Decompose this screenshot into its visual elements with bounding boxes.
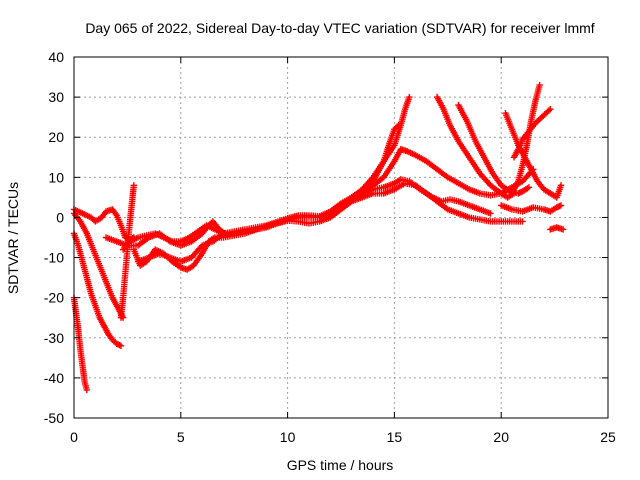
data-point <box>557 202 565 209</box>
y-tick-label: -40 <box>44 370 64 386</box>
data-point <box>117 342 125 349</box>
data-point <box>547 105 554 113</box>
data-series-arc-14 <box>502 109 565 201</box>
x-axis: 0 5 10 15 20 25 <box>70 57 616 445</box>
x-tick-label: 5 <box>177 429 185 445</box>
chart-title: Day 065 of 2022, Sidereal Day-to-day VTE… <box>85 20 594 36</box>
x-tick-label: 10 <box>280 429 296 445</box>
y-tick-label: 20 <box>48 129 64 145</box>
x-axis-label: GPS time / hours <box>287 457 394 473</box>
x-tick-label: 25 <box>600 429 616 445</box>
data-series-arc-2 <box>70 230 125 349</box>
data-point <box>559 226 567 233</box>
data-point <box>519 218 526 225</box>
y-tick-label: 40 <box>48 49 64 65</box>
x-tick-label: 15 <box>387 429 403 445</box>
data-series-arc-16 <box>510 105 554 161</box>
data-point <box>130 182 138 189</box>
data-point <box>536 81 543 89</box>
data-series-arc-9 <box>119 222 249 253</box>
y-tick-label: -10 <box>44 250 64 266</box>
data-point <box>406 93 413 101</box>
y-tick-label: 10 <box>48 169 64 185</box>
data-series-arc-3 <box>70 210 127 321</box>
y-tick-label: -30 <box>44 330 64 346</box>
data-series-arc-12 <box>433 93 518 201</box>
data-point <box>525 184 533 191</box>
data-point <box>545 107 553 114</box>
data-series-arc-18 <box>547 224 567 233</box>
data-point <box>557 182 565 189</box>
plot-frame <box>73 56 609 419</box>
y-axis: -50 -40 -30 -20 -10 0 10 20 30 40 <box>44 49 608 426</box>
grid <box>74 57 608 418</box>
data-series-arc-17 <box>498 202 565 215</box>
y-tick-label: -20 <box>44 290 64 306</box>
x-tick-label: 20 <box>493 429 509 445</box>
x-tick-label: 0 <box>70 429 78 445</box>
plot-area <box>70 81 567 394</box>
data-point <box>83 386 91 394</box>
y-axis-label: SDTVAR / TECUs <box>5 182 21 294</box>
y-tick-label: 30 <box>48 89 64 105</box>
y-tick-label: -50 <box>44 410 64 426</box>
data-series-arc-13 <box>455 101 533 197</box>
data-series-arc-11 <box>337 93 413 209</box>
y-tick-label: 0 <box>56 209 64 225</box>
data-point <box>487 210 494 217</box>
data-point <box>241 228 249 235</box>
